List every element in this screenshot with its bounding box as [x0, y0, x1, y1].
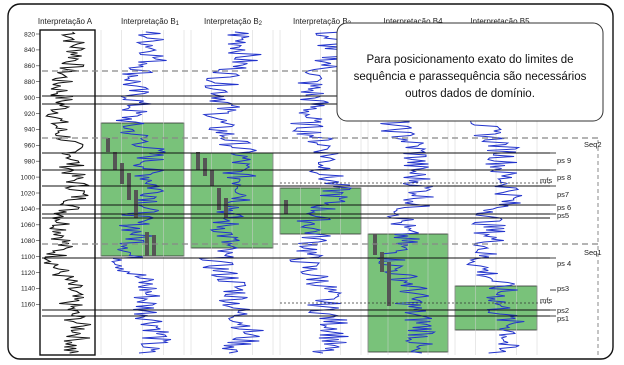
depth-tick-label: 1020 — [21, 190, 36, 197]
stacking-bar — [284, 200, 288, 214]
depth-tick-label: 1140 — [21, 286, 35, 293]
label-ps8: ps 8 — [557, 173, 571, 182]
label-ps7: ps7 — [557, 190, 569, 199]
depth-tick-label: 860 — [24, 63, 35, 70]
label-seq2: Seq2 — [584, 140, 602, 149]
depth-tick-label: 960 — [24, 143, 35, 150]
stacking-bar — [203, 158, 207, 176]
header-interpretacao-b5: Interpretação B5 — [470, 17, 530, 26]
stacking-bar — [387, 270, 391, 306]
depth-tick-label: 1160 — [21, 302, 35, 309]
label-mfs-lower: mfs — [540, 296, 552, 305]
depth-tick-label: 1000 — [21, 174, 36, 181]
stacking-bar — [106, 138, 110, 152]
depth-tick-label: 1040 — [21, 206, 36, 213]
label-mfs-upper: mfs — [540, 176, 552, 185]
label-ps9: ps 9 — [557, 156, 571, 165]
depth-tick-label: 980 — [24, 159, 35, 166]
depth-tick-label: 880 — [24, 79, 35, 86]
header-interpretacao-b4: Interpretação B4 — [383, 17, 443, 26]
label-ps1: ps1 — [557, 314, 569, 323]
note-line-1: Para posicionamento exato do limites de — [366, 54, 573, 66]
header-interpretacao-b2: Interpretação B2 — [204, 17, 263, 27]
log-curve — [110, 31, 172, 354]
label-ps6: ps 6 — [557, 203, 571, 212]
depth-tick-label: 840 — [24, 47, 35, 54]
stacking-bar — [196, 152, 200, 170]
log-curve — [289, 31, 353, 354]
stacking-bar — [127, 173, 131, 200]
track-a-frame — [39, 29, 96, 356]
depth-tick-label: 1100 — [21, 254, 35, 261]
note-box — [336, 22, 604, 122]
label-ps3: ps3 — [557, 284, 569, 293]
depth-tick-label: 1060 — [21, 222, 36, 229]
log-curve — [43, 31, 92, 354]
header-interpretacao-b1: Interpretação B1 — [121, 17, 180, 27]
stacking-bar — [113, 152, 117, 170]
depth-tick-label: 1120 — [21, 270, 35, 277]
note-line-3: outros dados de domínio. — [405, 88, 535, 100]
stacking-bar — [152, 235, 156, 256]
depth-tick-label: 900 — [24, 95, 35, 102]
stacking-bar — [224, 198, 228, 218]
stacking-bar — [120, 163, 124, 184]
depth-tick-label: 920 — [24, 111, 35, 118]
stacking-bar — [210, 170, 214, 186]
log-curve — [198, 31, 264, 354]
depth-tick-label: 820 — [24, 31, 35, 38]
depth-tick-label: 940 — [24, 127, 35, 134]
label-ps5: ps5 — [557, 211, 569, 220]
label-ps4: ps 4 — [557, 259, 571, 268]
stacking-bar — [217, 188, 221, 210]
label-seq1: Seq1 — [584, 248, 602, 257]
stacking-bar — [380, 252, 384, 272]
header-interpretacao-a: Interpretação A — [38, 17, 93, 26]
note-line-2: sequência e parassequência são necessári… — [354, 71, 587, 83]
label-ps2: ps2 — [557, 306, 569, 315]
stacking-bar — [134, 190, 138, 218]
depth-tick-label: 1080 — [21, 238, 36, 245]
